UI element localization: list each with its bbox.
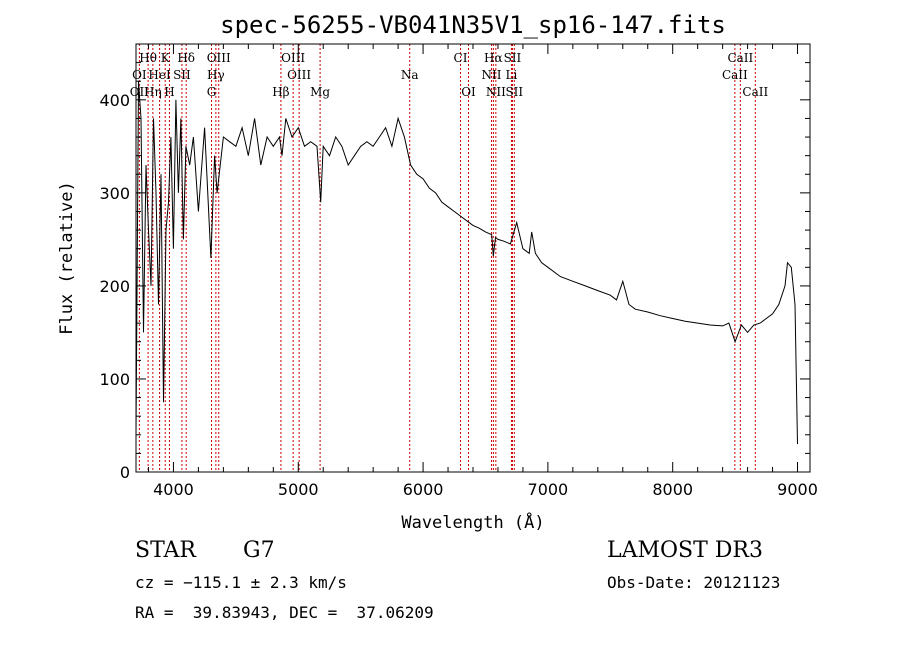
- y-tick-label: 400: [99, 91, 130, 110]
- plot-frame: [135, 43, 811, 473]
- x-axis-label: Wavelength (Å): [401, 511, 544, 533]
- line-label: OIII: [207, 51, 231, 65]
- line-label: CaII: [722, 68, 748, 82]
- line-label: CaII: [727, 51, 753, 65]
- object-type: STAR: [135, 538, 196, 563]
- line-label: Mg: [310, 85, 330, 99]
- chart-axes: 4000 5000 6000 7000 8000 9000 0 100 200 300 400 spe…: [57, 11, 818, 533]
- coordinates: RA = 39.83943, DEC = 37.06209: [135, 603, 434, 622]
- y-tick-label: 200: [99, 277, 130, 296]
- line-label: K: [161, 51, 171, 65]
- line-label: OII: [130, 85, 150, 99]
- line-label: NII: [481, 68, 501, 82]
- line-label: Hη: [144, 85, 162, 99]
- line-label: SII: [504, 51, 522, 65]
- y-tick-label: 300: [99, 184, 130, 203]
- emission-line-markers: [138, 44, 756, 472]
- line-label: H: [164, 85, 174, 99]
- line-label: OIII: [281, 51, 305, 65]
- line-label: Li: [506, 68, 518, 82]
- line-label: OI: [132, 68, 147, 82]
- x-tick-label: 9000: [777, 480, 818, 499]
- x-tick-label: 6000: [403, 480, 444, 499]
- line-label: OI: [461, 85, 476, 99]
- redshift-cz: cz = −115.1 ± 2.3 km/s: [135, 573, 347, 592]
- line-label: G: [207, 85, 217, 99]
- line-label: Na: [401, 68, 419, 82]
- line-label: OIII: [287, 68, 311, 82]
- survey-name: LAMOST DR3: [607, 538, 763, 563]
- line-label: Hα: [484, 51, 503, 65]
- y-tick-label: 0: [120, 463, 130, 482]
- line-label: SII: [173, 68, 191, 82]
- spectrum-series: [135, 81, 798, 445]
- x-tick-label: 7000: [528, 480, 569, 499]
- y-axis-label: Flux (relative): [57, 181, 77, 335]
- line-label: HeI: [148, 68, 171, 82]
- x-tick-label: 4000: [153, 480, 194, 499]
- spectrum-line: [135, 81, 798, 445]
- line-label: Hγ: [207, 68, 225, 82]
- line-label: SII: [505, 85, 523, 99]
- line-label: Hδ: [177, 51, 195, 65]
- line-label: CI: [454, 51, 468, 65]
- obs-date: Obs-Date: 20121123: [607, 573, 781, 592]
- x-tick-label: 5000: [278, 480, 319, 499]
- x-tick-label: 8000: [652, 480, 693, 499]
- line-label: NII: [486, 85, 506, 99]
- line-label: CaII: [742, 85, 768, 99]
- object-subclass: G7: [243, 538, 275, 563]
- line-label: Hθ: [139, 51, 157, 65]
- y-tick-label: 100: [99, 370, 130, 389]
- chart-title: spec-56255-VB041N35V1_sp16-147.fits: [220, 11, 726, 39]
- line-label: Hβ: [272, 85, 289, 99]
